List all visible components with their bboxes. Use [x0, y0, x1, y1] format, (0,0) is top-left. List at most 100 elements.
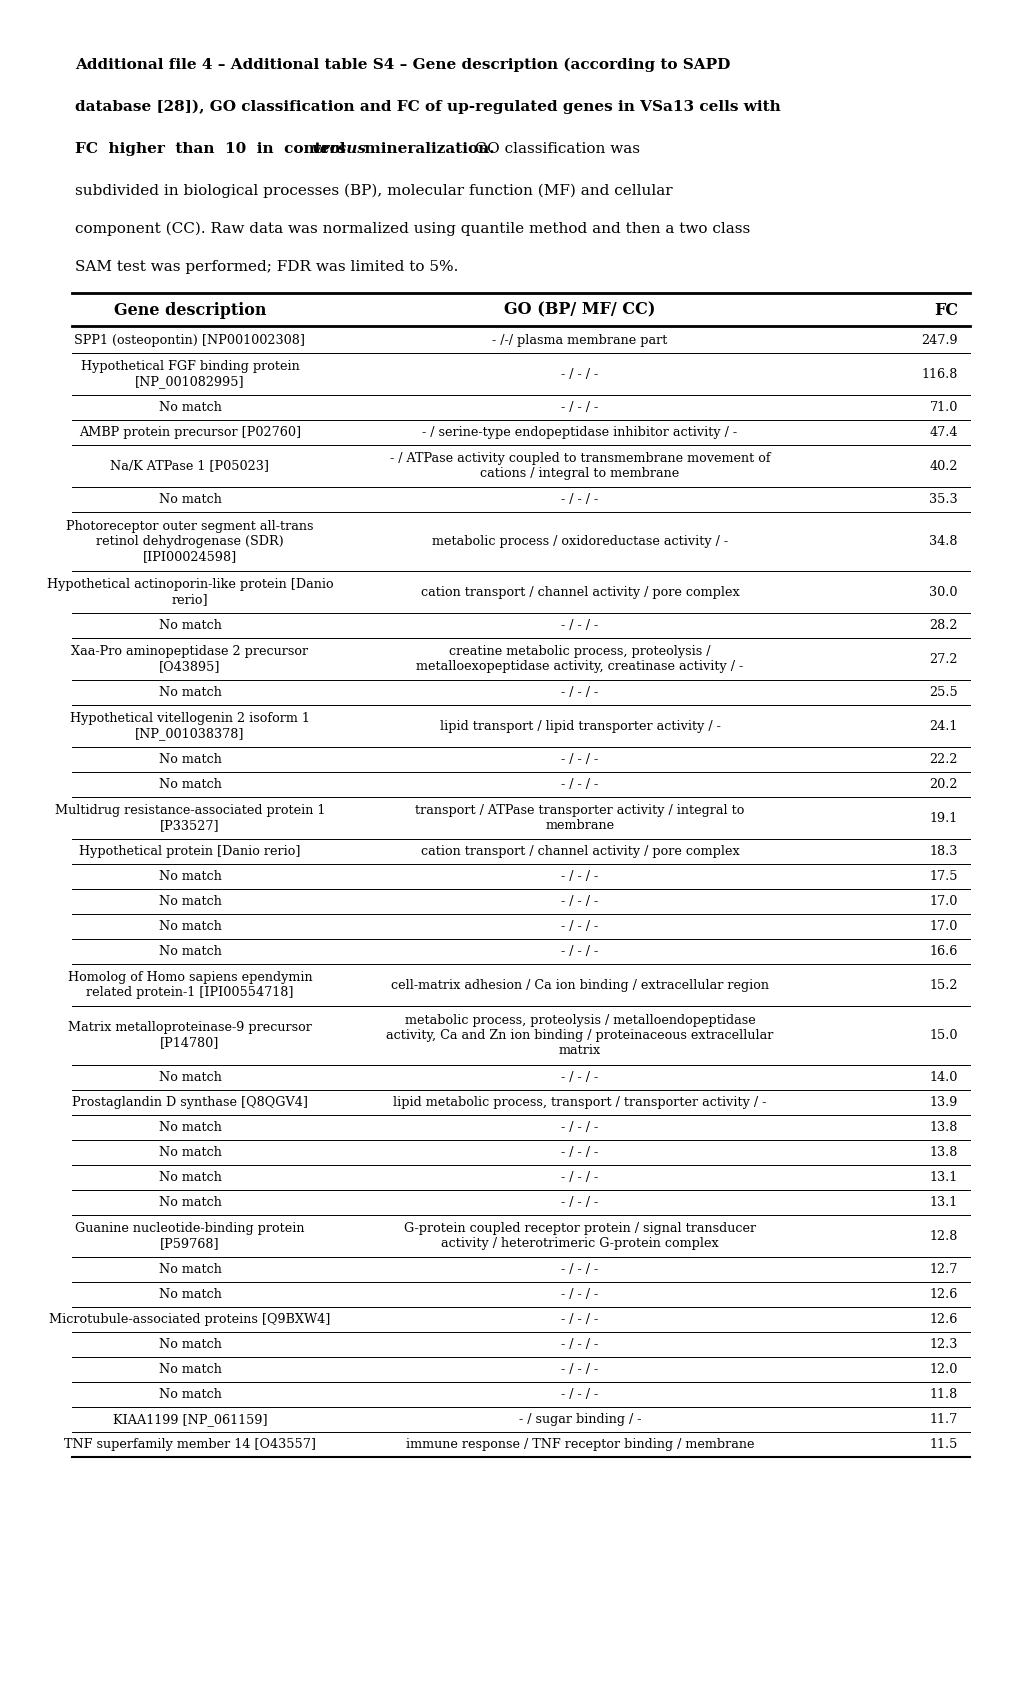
Text: Matrix metalloproteinase-9 precursor
[P14780]: Matrix metalloproteinase-9 precursor [P1… [68, 1022, 312, 1049]
Text: 12.7: 12.7 [928, 1263, 957, 1277]
Text: versus: versus [312, 143, 367, 156]
Text: creatine metabolic process, proteolysis /
metalloexopeptidase activity, creatina: creatine metabolic process, proteolysis … [416, 644, 743, 673]
Text: AMBP protein precursor [P02760]: AMBP protein precursor [P02760] [78, 427, 301, 439]
Text: Xaa-Pro aminopeptidase 2 precursor
[O43895]: Xaa-Pro aminopeptidase 2 precursor [O438… [71, 644, 309, 673]
Text: Prostaglandin D synthase [Q8QGV4]: Prostaglandin D synthase [Q8QGV4] [72, 1096, 308, 1108]
Text: Hypothetical FGF binding protein
[NP_001082995]: Hypothetical FGF binding protein [NP_001… [81, 360, 300, 388]
Text: 13.9: 13.9 [928, 1096, 957, 1108]
Text: 71.0: 71.0 [928, 401, 957, 415]
Text: - / - / -: - / - / - [560, 1312, 598, 1326]
Text: KIAA1199 [NP_061159]: KIAA1199 [NP_061159] [112, 1413, 267, 1426]
Text: - / ATPase activity coupled to transmembrane movement of
cations / integral to m: - / ATPase activity coupled to transmemb… [389, 452, 769, 479]
Text: 12.8: 12.8 [928, 1229, 957, 1243]
Text: - / - / -: - / - / - [560, 779, 598, 790]
Text: immune response / TNF receptor binding / membrane: immune response / TNF receptor binding /… [406, 1438, 753, 1452]
Text: - / - / -: - / - / - [560, 1146, 598, 1159]
Text: 12.0: 12.0 [928, 1363, 957, 1375]
Text: No match: No match [158, 1338, 221, 1352]
Text: 15.0: 15.0 [928, 1028, 957, 1042]
Text: 116.8: 116.8 [921, 367, 957, 381]
Text: SPP1 (osteopontin) [NP001002308]: SPP1 (osteopontin) [NP001002308] [74, 333, 306, 347]
Text: No match: No match [158, 1120, 221, 1134]
Text: 13.1: 13.1 [929, 1197, 957, 1209]
Text: GO classification was: GO classification was [470, 143, 639, 156]
Text: 17.0: 17.0 [928, 894, 957, 908]
Text: 13.1: 13.1 [929, 1171, 957, 1183]
Text: lipid metabolic process, transport / transporter activity / -: lipid metabolic process, transport / tra… [393, 1096, 766, 1108]
Text: 12.6: 12.6 [928, 1312, 957, 1326]
Text: - / serine-type endopeptidase inhibitor activity / -: - / serine-type endopeptidase inhibitor … [422, 427, 737, 439]
Text: 28.2: 28.2 [928, 619, 957, 632]
Text: TNF superfamily member 14 [O43557]: TNF superfamily member 14 [O43557] [64, 1438, 316, 1452]
Text: FC: FC [933, 301, 957, 318]
Text: Guanine nucleotide-binding protein
[P59768]: Guanine nucleotide-binding protein [P597… [75, 1222, 305, 1250]
Text: No match: No match [158, 401, 221, 415]
Text: - /-/ plasma membrane part: - /-/ plasma membrane part [492, 333, 667, 347]
Text: 25.5: 25.5 [928, 687, 957, 699]
Text: Photoreceptor outer segment all-trans
retinol dehydrogenase (SDR)
[IPI00024598]: Photoreceptor outer segment all-trans re… [66, 520, 314, 563]
Text: 11.5: 11.5 [928, 1438, 957, 1452]
Text: 15.2: 15.2 [928, 979, 957, 991]
Text: - / - / -: - / - / - [560, 870, 598, 882]
Text: 12.6: 12.6 [928, 1289, 957, 1300]
Text: 247.9: 247.9 [920, 333, 957, 347]
Text: No match: No match [158, 945, 221, 959]
Text: No match: No match [158, 619, 221, 632]
Text: SAM test was performed; FDR was limited to 5%.: SAM test was performed; FDR was limited … [75, 260, 458, 274]
Text: - / - / -: - / - / - [560, 920, 598, 933]
Text: - / - / -: - / - / - [560, 1197, 598, 1209]
Text: Hypothetical protein [Danio rerio]: Hypothetical protein [Danio rerio] [79, 845, 301, 858]
Text: cation transport / channel activity / pore complex: cation transport / channel activity / po… [420, 845, 739, 858]
Text: - / - / -: - / - / - [560, 1289, 598, 1300]
Text: - / - / -: - / - / - [560, 1387, 598, 1401]
Text: No match: No match [158, 779, 221, 790]
Text: 40.2: 40.2 [928, 459, 957, 473]
Text: No match: No match [158, 687, 221, 699]
Text: No match: No match [158, 1197, 221, 1209]
Text: metabolic process, proteolysis / metalloendopeptidase
activity, Ca and Zn ion bi: metabolic process, proteolysis / metallo… [386, 1013, 773, 1057]
Text: - / sugar binding / -: - / sugar binding / - [519, 1413, 641, 1426]
Text: 18.3: 18.3 [928, 845, 957, 858]
Text: - / - / -: - / - / - [560, 1338, 598, 1352]
Text: 11.8: 11.8 [929, 1387, 957, 1401]
Text: 14.0: 14.0 [928, 1071, 957, 1085]
Text: FC  higher  than  10  in  control: FC higher than 10 in control [75, 143, 356, 156]
Text: 17.0: 17.0 [928, 920, 957, 933]
Text: No match: No match [158, 1071, 221, 1085]
Text: 17.5: 17.5 [928, 870, 957, 882]
Text: - / - / -: - / - / - [560, 753, 598, 767]
Text: No match: No match [158, 753, 221, 767]
Text: Gene description: Gene description [114, 301, 266, 318]
Text: 13.8: 13.8 [928, 1146, 957, 1159]
Text: 11.7: 11.7 [929, 1413, 957, 1426]
Text: No match: No match [158, 870, 221, 882]
Text: - / - / -: - / - / - [560, 1263, 598, 1277]
Text: mineralization.: mineralization. [354, 143, 494, 156]
Text: Hypothetical vitellogenin 2 isoform 1
[NP_001038378]: Hypothetical vitellogenin 2 isoform 1 [N… [70, 712, 310, 740]
Text: No match: No match [158, 1289, 221, 1300]
Text: G-protein coupled receptor protein / signal transducer
activity / heterotrimeric: G-protein coupled receptor protein / sig… [404, 1222, 755, 1250]
Text: 47.4: 47.4 [928, 427, 957, 439]
Text: - / - / -: - / - / - [560, 894, 598, 908]
Text: No match: No match [158, 894, 221, 908]
Text: 16.6: 16.6 [928, 945, 957, 959]
Text: 19.1: 19.1 [929, 811, 957, 824]
Text: 20.2: 20.2 [928, 779, 957, 790]
Text: No match: No match [158, 1171, 221, 1183]
Text: database [28]), GO classification and FC of up-regulated genes in VSa13 cells wi: database [28]), GO classification and FC… [75, 100, 780, 114]
Text: No match: No match [158, 920, 221, 933]
Text: No match: No match [158, 1263, 221, 1277]
Text: 30.0: 30.0 [928, 585, 957, 598]
Text: 27.2: 27.2 [928, 653, 957, 665]
Text: subdivided in biological processes (BP), molecular function (MF) and cellular: subdivided in biological processes (BP),… [75, 184, 672, 199]
Text: 13.8: 13.8 [928, 1120, 957, 1134]
Text: - / - / -: - / - / - [560, 619, 598, 632]
Text: - / - / -: - / - / - [560, 687, 598, 699]
Text: - / - / -: - / - / - [560, 1363, 598, 1375]
Text: - / - / -: - / - / - [560, 1171, 598, 1183]
Text: - / - / -: - / - / - [560, 1071, 598, 1085]
Text: component (CC). Raw data was normalized using quantile method and then a two cla: component (CC). Raw data was normalized … [75, 223, 750, 236]
Text: cell-matrix adhesion / Ca ion binding / extracellular region: cell-matrix adhesion / Ca ion binding / … [390, 979, 768, 991]
Text: Na/K ATPase 1 [P05023]: Na/K ATPase 1 [P05023] [110, 459, 269, 473]
Text: transport / ATPase transporter activity / integral to
membrane: transport / ATPase transporter activity … [415, 804, 744, 831]
